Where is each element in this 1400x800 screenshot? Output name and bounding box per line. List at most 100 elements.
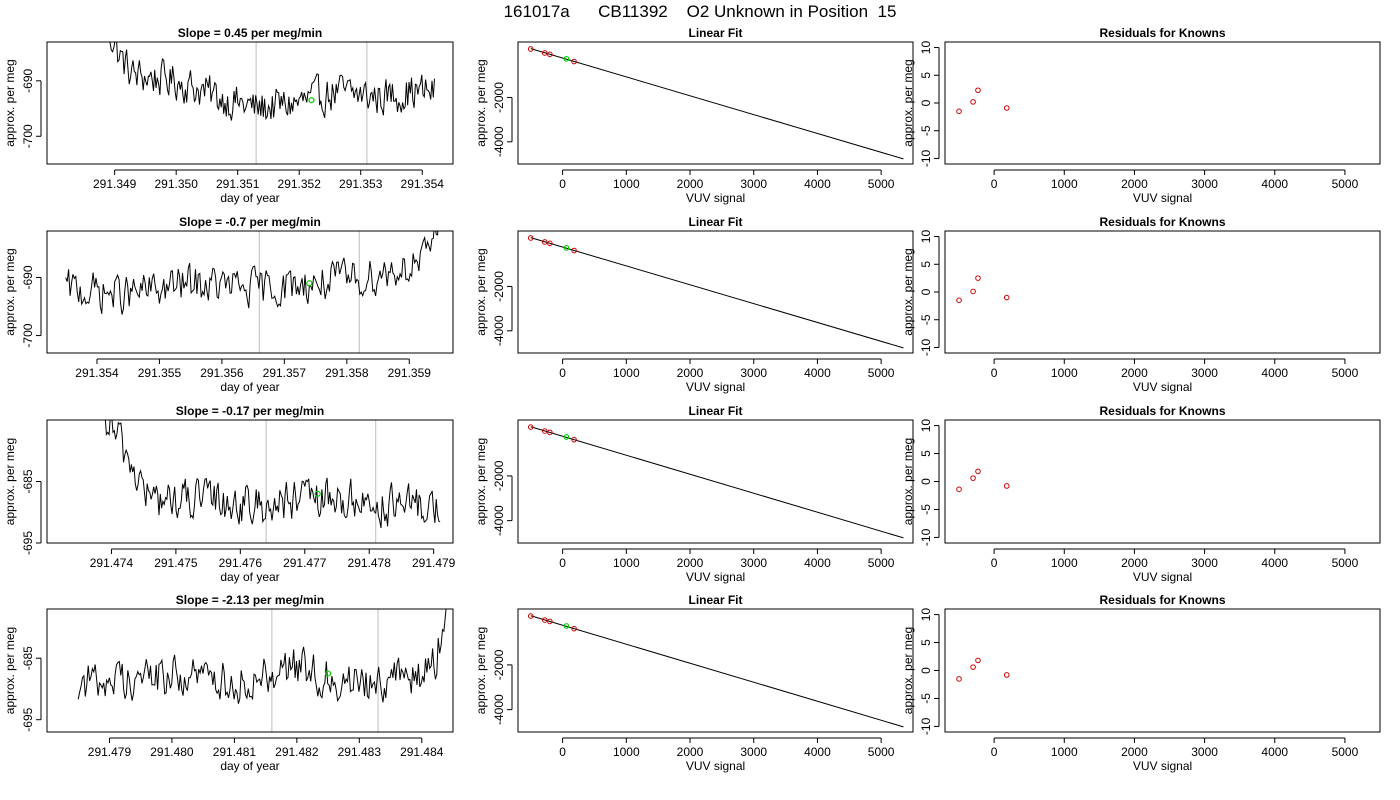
y-tick-label: -4000	[492, 126, 506, 157]
x-tick-label: 3000	[740, 556, 767, 570]
y-tick-label: -5	[919, 504, 933, 515]
known-point	[541, 617, 548, 623]
y-axis-label: approx. per meg	[901, 248, 915, 335]
y-tick-label: 5	[919, 639, 933, 646]
panel-1-3: Residuals for Knowns 0 1000 2000 3000 4000 500…	[901, 26, 1381, 205]
unknown-point	[563, 55, 570, 62]
x-tick-label: 5000	[1332, 366, 1359, 380]
residual-point	[975, 87, 981, 94]
x-tick-label: 291.355	[138, 366, 182, 380]
panel-title: Slope = -0.7 per meg/min	[179, 215, 321, 229]
residual-point	[970, 475, 976, 481]
unknown-point	[563, 623, 570, 629]
x-tick-label: 291.353	[339, 177, 383, 191]
residual-point	[956, 297, 962, 304]
plot-frame	[944, 41, 1381, 165]
y-tick-label: -4000	[492, 505, 506, 536]
y-tick-label: -685	[21, 646, 35, 670]
y-tick-label: -5	[919, 314, 933, 325]
x-axis-label: VUV signal	[686, 759, 745, 773]
x-tick-label: 0	[991, 177, 998, 191]
known-point	[541, 239, 548, 245]
y-axis-label: approx. per meg	[3, 59, 17, 146]
plot-frame	[944, 230, 1381, 354]
fit-line	[530, 426, 904, 539]
y-tick-label: -700	[21, 323, 35, 347]
x-tick-label: 291.357	[263, 366, 307, 380]
panel-1-2: Linear Fit 0 1000 2000 3000 4000 5000 VUV signa…	[474, 26, 914, 205]
unknown-sample-point	[306, 280, 313, 287]
y-axis-label: approx. per meg	[901, 627, 915, 714]
x-tick-label: 291.483	[338, 745, 382, 759]
panel-title: Slope = -0.17 per meg/min	[176, 404, 324, 418]
y-tick-label: 0	[919, 99, 933, 106]
plot-frame	[46, 608, 454, 733]
residual-point	[1003, 483, 1010, 489]
y-tick-label: -2000	[492, 460, 506, 491]
x-tick-label: 291.474	[90, 556, 134, 570]
y-tick-label: -695	[21, 707, 35, 731]
y-axis-label: approx. per meg	[474, 627, 488, 714]
x-tick-label: 291.475	[154, 556, 198, 570]
x-tick-label: 291.356	[200, 366, 244, 380]
unknown-point	[563, 434, 570, 440]
x-tick-label: 4000	[1261, 177, 1288, 191]
unknown-sample-point	[324, 670, 332, 677]
x-tick-label: 4000	[804, 366, 831, 380]
x-tick-label: 0	[559, 366, 566, 380]
x-tick-label: 291.352	[278, 177, 322, 191]
x-axis-label: VUV signal	[1133, 191, 1192, 205]
plot-area	[956, 87, 1010, 115]
y-tick-label: 5	[919, 72, 933, 79]
y-axis-label: approx. per meg	[901, 59, 915, 146]
y-tick-label: -5	[919, 693, 933, 704]
x-tick-label: 291.476	[219, 556, 263, 570]
plot-frame	[46, 419, 454, 544]
panel-title: Residuals for Knowns	[1099, 26, 1225, 40]
y-tick-label: -700	[21, 124, 35, 148]
panel-3-2: Linear Fit 0 1000 2000 3000 4000 5000 VUV signa…	[474, 404, 914, 584]
y-tick-label: -2000	[492, 82, 506, 113]
x-tick-label: 4000	[804, 556, 831, 570]
plot-area	[527, 613, 904, 728]
x-axis-label: VUV signal	[686, 191, 745, 205]
x-tick-label: 0	[991, 745, 998, 759]
known-point	[541, 428, 548, 434]
panel-title: Linear Fit	[688, 26, 742, 40]
y-axis-label: approx. per meg	[474, 438, 488, 525]
x-tick-label: 291.484	[400, 745, 444, 759]
known-point	[547, 429, 553, 436]
fit-line	[530, 237, 904, 349]
x-tick-label: 0	[991, 556, 998, 570]
known-point	[547, 240, 553, 247]
y-tick-label: -10	[919, 528, 933, 546]
residual-point	[1003, 294, 1010, 301]
plot-area	[956, 468, 1010, 493]
x-axis-label: day of year	[220, 570, 279, 584]
x-axis-label: VUV signal	[686, 570, 745, 584]
x-tick-label: 4000	[1261, 745, 1288, 759]
panel-title: Slope = -2.13 per meg/min	[176, 593, 324, 607]
plot-area	[65, 231, 439, 353]
plot-frame	[46, 230, 454, 354]
x-tick-label: 3000	[1191, 177, 1218, 191]
y-tick-label: 10	[919, 230, 933, 244]
x-tick-label: 1000	[1051, 556, 1078, 570]
y-tick-label: 10	[919, 41, 933, 55]
x-tick-label: 291.479	[412, 556, 456, 570]
known-point	[527, 424, 534, 430]
x-tick-label: 2000	[677, 177, 704, 191]
x-tick-label: 2000	[677, 366, 704, 380]
y-tick-label: 0	[919, 667, 933, 674]
x-axis-label: day of year	[220, 380, 279, 394]
y-tick-label: 0	[919, 478, 933, 485]
y-tick-label: -2000	[492, 271, 506, 302]
plot-area	[527, 424, 904, 539]
x-tick-label: 5000	[868, 745, 895, 759]
panel-2-1: Slope = -0.7 per meg/min 291.354 291.355 29…	[3, 215, 454, 394]
known-point	[571, 436, 577, 443]
panel-title: Residuals for Knowns	[1099, 404, 1225, 418]
panel-1-1: Slope = 0.45 per meg/min 291.349 291.350 29…	[3, 26, 454, 205]
signal-trace	[104, 420, 441, 529]
y-tick-label: -4000	[492, 694, 506, 725]
